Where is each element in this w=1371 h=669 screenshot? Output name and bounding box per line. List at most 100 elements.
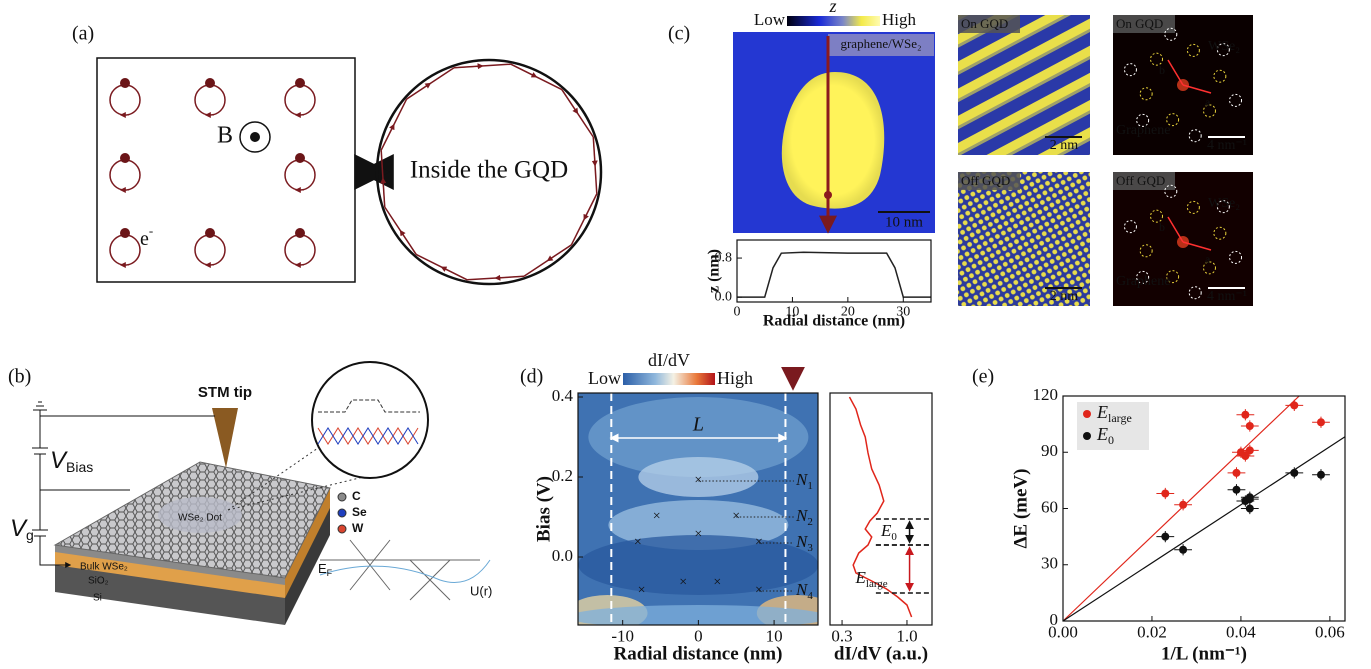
- label: Elarge: [855, 568, 888, 590]
- point: [1232, 469, 1240, 477]
- tip-label: STM tip: [198, 384, 252, 401]
- y-axis-label: z (nm): [706, 249, 723, 293]
- electron-label: e-: [140, 223, 153, 250]
- orbit: [110, 85, 140, 115]
- marker: ×: [694, 473, 702, 488]
- panel-a: B e- Inside the GQD: [97, 58, 601, 284]
- label-main: E: [1096, 424, 1108, 444]
- label-main: E: [1096, 402, 1108, 422]
- orbit: [195, 235, 225, 265]
- point: [1241, 411, 1249, 419]
- marker: ×: [638, 583, 646, 598]
- atom-label: W: [352, 521, 364, 535]
- stm-image: [958, 172, 1090, 306]
- colorbar: [623, 373, 715, 385]
- point: [1317, 471, 1325, 479]
- x-tick-label: 0.04: [1226, 623, 1256, 642]
- point: [1161, 533, 1169, 541]
- label-sub: 0: [891, 531, 897, 543]
- atom-swatch: [338, 493, 346, 501]
- electron: [120, 228, 130, 238]
- scale-label: 2 nm: [1050, 289, 1079, 304]
- x-axis-label: 1/L (nm⁻¹): [1161, 643, 1247, 664]
- point: [1179, 501, 1187, 509]
- chart: 01020300.00.8Radial distance (nm)z (nm): [706, 240, 931, 330]
- point: [1241, 452, 1249, 460]
- map-label: graphene/WSe₂: [840, 36, 921, 51]
- fft-label: WSe₂: [1208, 39, 1240, 54]
- x-axis-label: Radial distance (nm): [614, 643, 783, 664]
- label-sub: large: [866, 578, 888, 590]
- orbit: [285, 85, 315, 115]
- panel-label: (b): [8, 366, 31, 388]
- point: [1317, 418, 1325, 426]
- scale-label: 10 nm: [885, 214, 923, 230]
- atom-label: Se: [352, 505, 367, 519]
- layer-label: Si: [93, 593, 102, 604]
- potential-label: U(r): [470, 583, 492, 598]
- y-tick-label: 0.0: [552, 546, 573, 565]
- y-tick-label: 0: [1050, 610, 1059, 629]
- colorbar-high: High: [882, 10, 917, 29]
- panel-label: (d): [520, 366, 543, 388]
- fft-label: WSe₂: [1208, 196, 1240, 211]
- atom-swatch: [338, 509, 346, 517]
- x-axis-label: Radial distance (nm): [763, 313, 905, 330]
- point: [1290, 401, 1298, 409]
- electron: [295, 78, 305, 88]
- vector-label: a: [1205, 252, 1211, 266]
- scale-label: 2 nm: [1050, 138, 1079, 153]
- figure: (a) (b) (c) (d) (e) B e- Inside the GQD …: [0, 0, 1371, 669]
- image-title: Off GQD: [961, 173, 1010, 188]
- y-tick-label: 0.4: [552, 386, 574, 405]
- electron: [205, 228, 215, 238]
- y-tick-label: 90: [1041, 441, 1058, 460]
- marker: ×: [694, 527, 702, 542]
- y-tick-label: 0.2: [552, 466, 573, 485]
- fermi-label: EF: [318, 561, 333, 578]
- colorbar-title: z: [828, 0, 836, 16]
- orbit: [285, 235, 315, 265]
- marker: ×: [755, 535, 763, 550]
- orbit: [110, 235, 140, 265]
- potential-curve: [320, 560, 490, 583]
- colorbar: [787, 16, 880, 26]
- panel-label: (e): [972, 366, 994, 388]
- scale-label: 4 nm⁻¹: [1207, 289, 1247, 304]
- x-tick-label: 0.02: [1137, 623, 1167, 642]
- gate-label: Vg: [10, 515, 34, 542]
- y-axis-label: ΔE (meV): [1010, 469, 1031, 549]
- point: [1246, 422, 1254, 430]
- colorbar-title: dI/dV: [648, 350, 690, 370]
- label-sub: large: [1108, 411, 1132, 425]
- layer-label: SiO₂: [88, 576, 109, 587]
- image-title: Off GQD: [1116, 173, 1165, 188]
- panel-b: WSe₂ Dot STM tip VBias Vg Bulk WSe₂ SiO₂…: [10, 362, 492, 625]
- orbit: [110, 160, 140, 190]
- label-sub: 3: [807, 542, 813, 554]
- colorbar-low: Low: [754, 10, 786, 29]
- electron: [120, 78, 130, 88]
- fft-label: Graphene: [1116, 123, 1170, 138]
- label-main: E: [880, 521, 892, 540]
- y-tick-label: 120: [1033, 385, 1059, 404]
- label-sub: 0: [1108, 433, 1114, 447]
- y-tick-label: 60: [1041, 497, 1058, 516]
- legend-swatch: [1083, 410, 1091, 418]
- stm-tip: [212, 408, 238, 468]
- scale-label: 4 nm⁻¹: [1207, 138, 1247, 153]
- point: [1246, 493, 1254, 501]
- electron: [295, 228, 305, 238]
- point: [1179, 546, 1187, 554]
- y-axis-label: Bias (V): [533, 476, 554, 542]
- vector-label: b: [1159, 63, 1165, 77]
- colorbar-high: High: [717, 368, 753, 388]
- marker: ×: [755, 583, 763, 598]
- x-tick-label: 0.06: [1315, 623, 1345, 642]
- legend-swatch: [1083, 432, 1091, 440]
- y-tick-label: 30: [1041, 554, 1058, 573]
- layer-label: Bulk WSe₂: [80, 562, 128, 573]
